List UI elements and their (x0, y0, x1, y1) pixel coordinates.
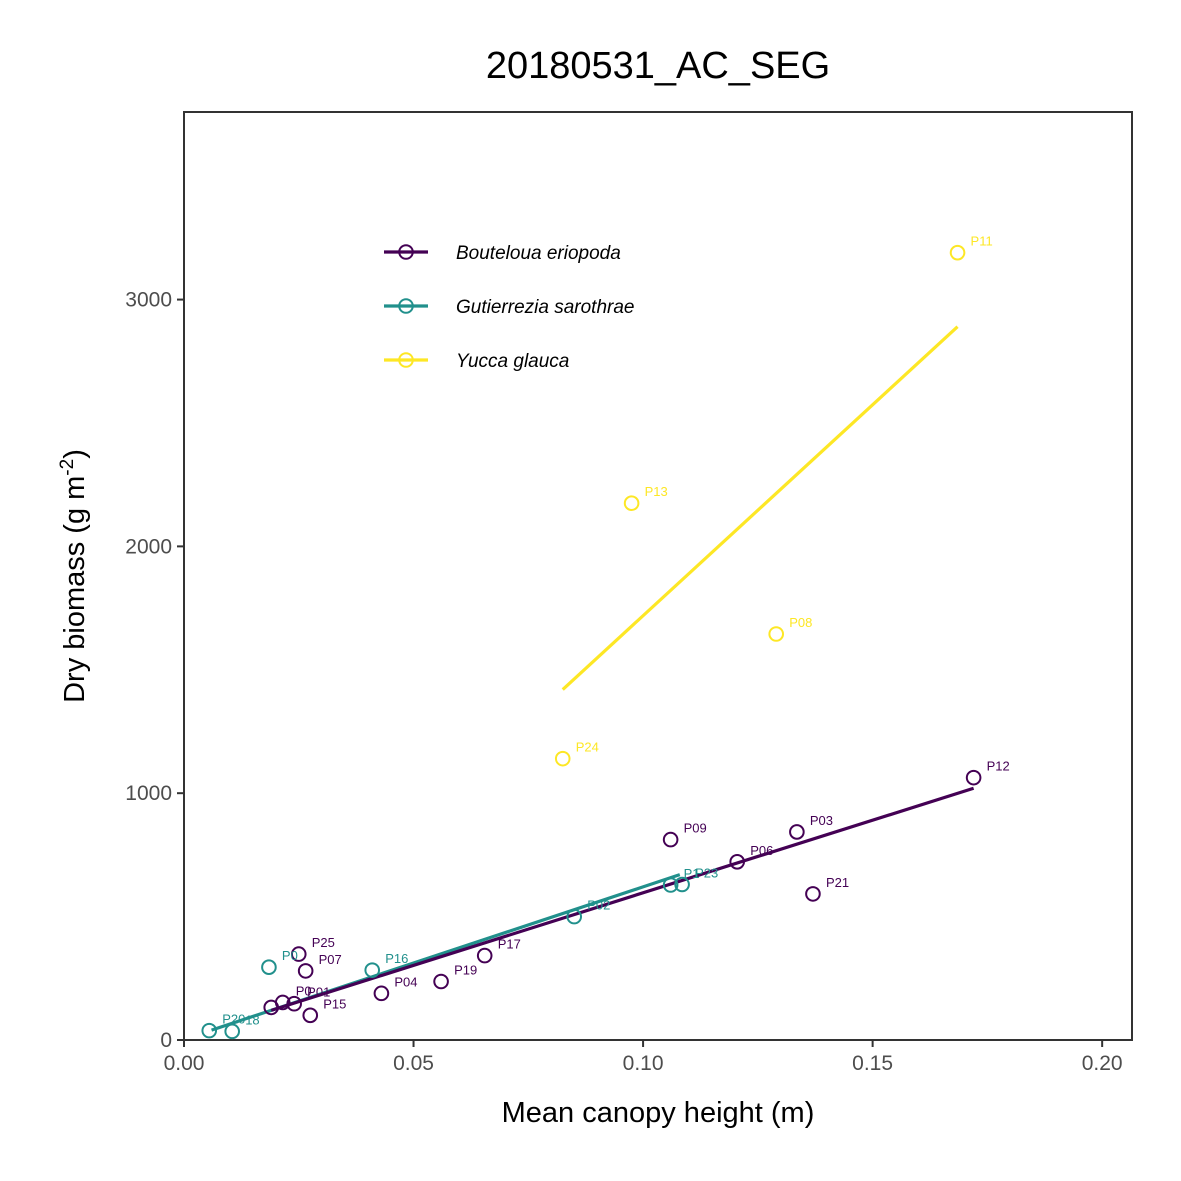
data-point (364, 962, 381, 978)
fit-line (561, 325, 959, 691)
x-tick-label: 0.15 (852, 1052, 893, 1075)
data-label: P09 (684, 821, 707, 836)
data-label: P06 (750, 843, 773, 858)
data-point (476, 947, 493, 964)
legend-label: Yucca glauca (456, 351, 569, 372)
data-label: P19 (454, 963, 477, 978)
data-point (623, 495, 640, 511)
data-point (768, 626, 785, 642)
y-tick-label: 2000 (125, 535, 172, 558)
data-point (805, 886, 821, 902)
data-label: P16 (385, 951, 408, 966)
data-point (201, 1022, 218, 1039)
x-tick-label: 0.20 (1082, 1052, 1123, 1075)
data-point (373, 985, 390, 1002)
x-axis: 0.00 0.05 0.10 0.15 0.20 (164, 1040, 1123, 1075)
data-label: P23 (695, 866, 718, 881)
data-point (433, 973, 449, 990)
data-point (674, 876, 690, 893)
data-point (729, 854, 745, 870)
data-point (286, 995, 302, 1012)
legend-key-point (398, 352, 414, 368)
data-label: P04 (394, 974, 417, 989)
data-point (789, 824, 805, 840)
data-label: P1 (684, 866, 700, 881)
data-point (662, 831, 679, 848)
data-label: P0 (282, 948, 298, 963)
data-label: P25 (312, 935, 335, 950)
y-axis-title-superscript: -2 (57, 459, 78, 476)
data-label: P21 (826, 875, 849, 890)
data-points: P12P09P03P06P21P17P19P04P25P07P15P01P0P2… (201, 234, 1010, 1040)
data-label: P0 (296, 983, 312, 998)
fit-line (270, 786, 975, 1012)
data-label: P24 (576, 740, 599, 755)
data-label: P08 (789, 615, 812, 630)
data-label: P02 (587, 898, 610, 913)
data-label: P20 (222, 1012, 245, 1027)
data-point (263, 999, 280, 1016)
x-tick-label: 0.00 (164, 1052, 205, 1075)
chart-title: 20180531_AC_SEG (486, 45, 830, 87)
x-axis-title: Mean canopy height (m) (502, 1097, 815, 1129)
y-tick-label: 0 (160, 1029, 172, 1052)
y-tick-label: 1000 (125, 782, 172, 805)
data-label: P13 (645, 484, 668, 499)
legend: Bouteloua eriopoda Gutierrezia sarothrae Y… (384, 243, 634, 372)
legend-key-point (398, 298, 414, 314)
data-label: P15 (323, 996, 346, 1011)
y-axis-title-close: ) (59, 449, 91, 459)
data-point (297, 963, 314, 979)
x-tick-label: 0.05 (393, 1052, 434, 1075)
data-label: P17 (498, 937, 521, 952)
legend-label: Gutierrezia sarothrae (456, 297, 634, 318)
data-label: P03 (810, 813, 833, 828)
data-label: P12 (987, 759, 1010, 774)
data-point (302, 1007, 319, 1024)
x-tick-label: 0.10 (623, 1052, 664, 1075)
legend-key-point (398, 244, 414, 260)
y-axis-title-main: Dry biomass (g m (59, 476, 91, 703)
data-label: P01 (307, 985, 330, 1000)
data-point (224, 1023, 241, 1040)
data-point (566, 908, 583, 925)
data-point (290, 946, 307, 962)
data-point (949, 244, 966, 261)
data-point (662, 877, 679, 893)
data-label: P07 (319, 952, 342, 967)
y-axis: 0 1000 2000 3000 (125, 289, 184, 1052)
data-point (554, 750, 571, 767)
legend-label: Bouteloua eriopoda (456, 243, 621, 264)
data-point (261, 959, 277, 975)
data-point (965, 769, 982, 786)
y-tick-label: 3000 (125, 289, 172, 312)
plot-panel (183, 111, 1133, 1041)
y-axis-title: Dry biomass (g m-2) (57, 449, 91, 703)
data-label: 18 (245, 1012, 259, 1027)
data-label: P11 (971, 234, 993, 249)
